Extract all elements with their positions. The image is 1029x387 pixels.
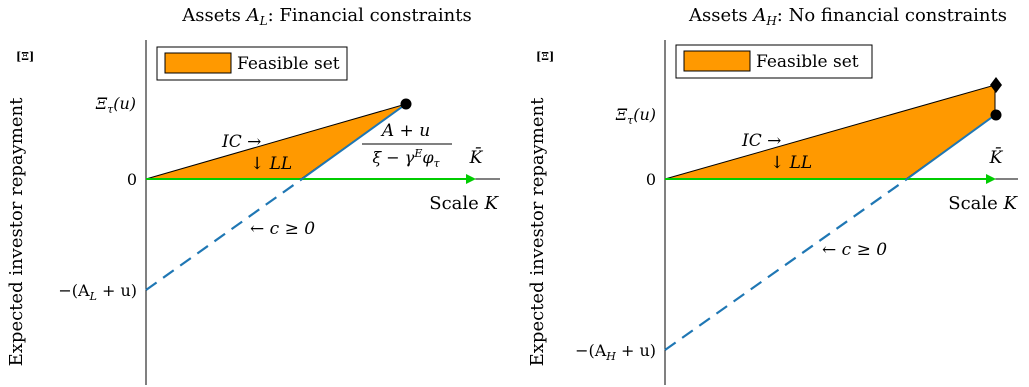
right-kbar-label: K̄ xyxy=(989,146,1004,168)
right-title-sub: H xyxy=(765,14,777,28)
left-title-sub: L xyxy=(259,14,268,28)
right-title-var: A xyxy=(751,5,766,26)
left-xlabel: Scale K xyxy=(429,193,499,214)
left-legend: Feasible set xyxy=(156,46,348,81)
right-ytick-zero: 0 xyxy=(646,170,656,189)
right-ytick-neg: −(AH + u) xyxy=(575,341,656,363)
left-title-var: A xyxy=(245,5,260,26)
right-ytick-xi: Ξτ(u) xyxy=(615,105,656,127)
right-feasible-region xyxy=(664,84,996,180)
right-annotation-ic: IC → xyxy=(741,131,781,151)
left-ytick-neg: −(AL + u) xyxy=(58,281,137,303)
right-title-text: Assets xyxy=(688,5,753,26)
left-ylabel: Expected investor repayment xyxy=(6,97,27,366)
left-legend-swatch xyxy=(164,52,232,74)
right-annotation-ll: ↓ LL xyxy=(770,153,812,173)
right-title-rest: : No financial constraints xyxy=(777,5,1007,26)
left-title-rest: : Financial constraints xyxy=(268,5,472,26)
left-ytick-xi: Ξτ(u) xyxy=(95,94,136,116)
right-legend: Feasible set xyxy=(675,44,873,79)
right-legend-swatch xyxy=(683,50,751,72)
left-fraction-numerator: A + u xyxy=(380,121,430,141)
left-annotation-ic: IC → xyxy=(221,132,261,152)
right-diamond-point xyxy=(990,77,1002,93)
right-y-axis-marker: [Ξ] xyxy=(536,50,554,63)
left-ytick-zero: 0 xyxy=(127,170,137,189)
right-ylabel: Expected investor repayment xyxy=(527,97,548,366)
right-panel: Assets AH: No financial constraints [Ξ] … xyxy=(527,5,1019,385)
left-ll-dashed-line xyxy=(145,178,303,291)
right-corner-point xyxy=(990,109,1002,121)
right-title: Assets AH: No financial constraints xyxy=(688,5,1007,28)
right-annotation-c: ← c ≥ 0 xyxy=(822,240,887,260)
left-y-axis-marker: [Ξ] xyxy=(16,50,34,63)
right-legend-label: Feasible set xyxy=(756,52,859,72)
left-annotation-ll: ↓ LL xyxy=(250,154,292,174)
right-ll-dashed-line xyxy=(664,178,908,351)
left-legend-label: Feasible set xyxy=(237,54,340,74)
left-kbar-label: K̄ xyxy=(469,146,484,168)
left-title: Assets AL: Financial constraints xyxy=(181,5,471,28)
right-ll-solid-line xyxy=(906,114,996,180)
left-corner-point xyxy=(400,98,412,110)
right-xlabel: Scale K xyxy=(948,193,1018,214)
left-ll-solid-line xyxy=(301,103,407,180)
left-panel: Assets AL: Financial constraints [Ξ] Exp… xyxy=(6,5,500,385)
left-fraction-denominator: ξ − γEφτ xyxy=(372,147,440,170)
left-title-text: Assets xyxy=(181,5,246,26)
left-annotation-c: ← c ≥ 0 xyxy=(250,219,315,239)
